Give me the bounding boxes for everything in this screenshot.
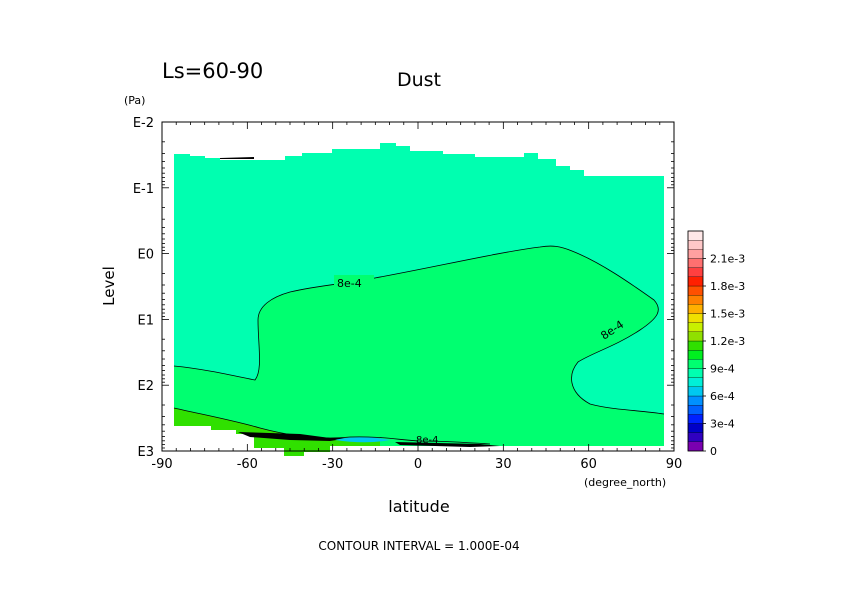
field-region-main (174, 246, 664, 446)
field-region-bottom (174, 408, 380, 456)
colorbar-swatch (687, 359, 704, 369)
colorbar-swatch (687, 350, 704, 360)
x-axis-label: latitude (388, 497, 449, 516)
y-tick-label: E2 (138, 379, 155, 394)
colorbar-tick-label: 1.8e-3 (710, 280, 745, 293)
near-surface-dark-band-east (395, 442, 500, 447)
colorbar-swatch (687, 240, 704, 250)
x-tick-label: 0 (414, 457, 422, 472)
colorbar-swatch (687, 386, 704, 397)
colorbar-swatch (687, 276, 704, 287)
colorbar-swatch (687, 267, 704, 277)
x-axis-ticks: -90 -60 -30 0 30 60 90 (151, 122, 682, 472)
dust-field (174, 143, 664, 456)
contour-8e-4-main (173, 245, 665, 415)
contour-labels: 8e-4 8e-4 8e-4 (334, 275, 638, 446)
contour-interval-text: CONTOUR INTERVAL = 1.000E-04 (318, 539, 519, 553)
x-tick-label: -90 (151, 457, 172, 472)
colorbar-swatch (687, 322, 704, 332)
contour-lines (173, 245, 665, 445)
colorbar-tick-label: 1.2e-3 (710, 335, 745, 348)
contour-label-bg-1 (334, 275, 374, 289)
colorbar-swatch (687, 285, 704, 296)
colorbar-tick-label: 2.1e-3 (710, 253, 745, 266)
top-dark-sliver (220, 157, 254, 159)
chart-title: Dust (397, 69, 441, 91)
near-surface-dark-band (238, 432, 350, 441)
y-axis-ticks: E-2 E-1 E0 E1 E2 E3 (133, 116, 674, 460)
colorbar: 0 3e-4 6e-4 9e-4 1.2e-3 1.5e-3 1.8e-3 2.1e-3 (687, 230, 745, 458)
y-tick-label: E1 (138, 313, 155, 328)
colorbar-tick-label: 0 (710, 445, 717, 458)
x-tick-label: 30 (495, 457, 512, 472)
colorbar-tick-label: 3e-4 (710, 418, 735, 431)
colorbar-swatch (687, 405, 704, 415)
colorbar-swatch (687, 313, 704, 323)
colorbar-swatch (687, 368, 704, 378)
colorbar-swatch (687, 423, 704, 433)
colorbar-swatch (687, 395, 704, 406)
contour-label-1: 8e-4 (337, 277, 362, 290)
y-tick-label: E0 (138, 248, 155, 263)
y-tick-label: E-2 (133, 116, 154, 131)
contour-8e-4-surface (349, 436, 491, 445)
x-tick-label: -60 (237, 457, 258, 472)
near-surface-cyan-patch (335, 437, 390, 443)
y-tick-label: E-1 (133, 182, 154, 197)
colorbar-swatch (687, 432, 704, 442)
x-tick-label: -30 (322, 457, 343, 472)
period-label: Ls=60-90 (162, 59, 263, 83)
colorbar-swatch (687, 295, 704, 305)
y-axis-label: Level (100, 266, 118, 306)
x-tick-label: 90 (666, 457, 683, 472)
y-unit-label: (Pa) (124, 94, 145, 107)
colorbar-tick-label: 6e-4 (710, 390, 735, 403)
x-tick-label: 60 (580, 457, 597, 472)
colorbar-swatch (687, 414, 704, 424)
x-unit-label: (degree_north) (584, 476, 666, 489)
colorbar-swatch (687, 249, 704, 259)
colorbar-swatch (687, 377, 704, 387)
colorbar-swatch (687, 304, 704, 314)
colorbar-tick-label: 1.5e-3 (710, 308, 745, 321)
contour-label-bg-2 (596, 309, 638, 344)
colorbar-swatch (687, 331, 704, 342)
colorbar-swatch (687, 340, 704, 351)
colorbar-swatch (687, 230, 704, 241)
colorbar-swatch (687, 258, 704, 268)
colorbar-tick-label: 9e-4 (710, 363, 735, 376)
contour-9e-4-bottom (173, 407, 351, 439)
y-tick-label: E3 (138, 445, 155, 460)
contour-label-3: 8e-4 (416, 435, 439, 446)
colorbar-swatch (687, 441, 704, 452)
